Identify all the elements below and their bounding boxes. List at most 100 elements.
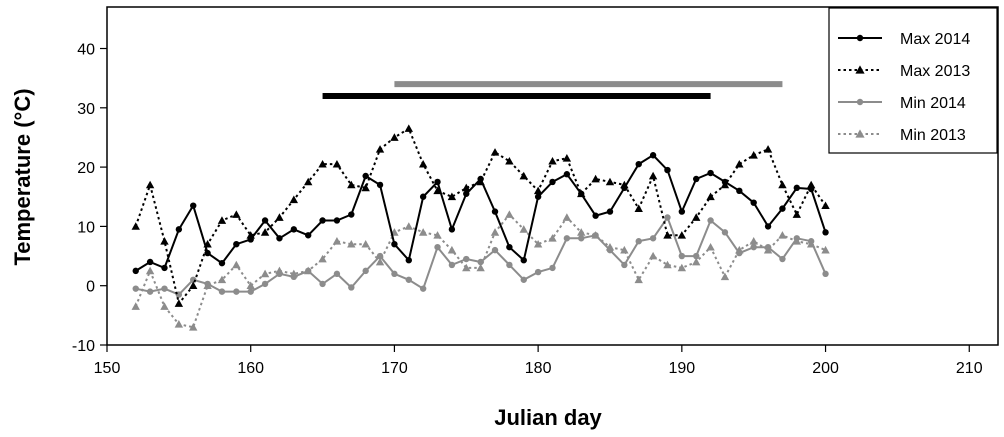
- data-point: [434, 178, 441, 186]
- data-point: [290, 226, 298, 233]
- data-point: [160, 237, 169, 245]
- data-point: [792, 210, 802, 218]
- data-point: [348, 211, 355, 218]
- x-tick-label: 190: [668, 360, 695, 377]
- data-point: [146, 258, 154, 266]
- data-point: [131, 302, 140, 310]
- data-point: [548, 234, 557, 242]
- data-point: [190, 202, 197, 209]
- data-point: [160, 302, 169, 310]
- data-point: [405, 276, 412, 283]
- legend-label: Min 2014: [900, 95, 966, 112]
- data-point: [578, 190, 585, 197]
- data-point: [533, 239, 543, 248]
- data-point: [376, 252, 384, 260]
- data-point: [463, 255, 470, 263]
- data-point: [463, 190, 470, 197]
- data-point: [261, 280, 269, 288]
- data-point: [490, 148, 500, 156]
- data-point: [204, 249, 211, 257]
- data-point: [333, 270, 341, 278]
- data-point: [606, 246, 614, 254]
- x-tick-label: 170: [381, 360, 408, 377]
- data-point: [391, 240, 398, 248]
- data-point: [261, 217, 269, 224]
- y-tick-label: 10: [77, 219, 95, 236]
- data-point: [822, 229, 829, 236]
- data-point: [562, 213, 572, 221]
- data-point: [534, 268, 542, 276]
- data-point: [549, 264, 556, 272]
- data-point: [707, 169, 714, 177]
- data-point: [304, 267, 312, 275]
- data-point: [318, 254, 327, 263]
- data-point: [218, 259, 226, 267]
- data-point: [390, 133, 399, 141]
- data-point: [217, 216, 227, 224]
- data-point: [491, 208, 499, 215]
- data-point: [319, 217, 326, 224]
- data-point: [649, 235, 657, 242]
- data-point: [505, 210, 514, 218]
- data-point: [233, 288, 240, 295]
- data-point: [533, 186, 543, 195]
- data-point: [763, 145, 773, 153]
- data-point: [592, 212, 599, 219]
- data-point: [204, 280, 211, 288]
- data-point: [563, 235, 571, 242]
- data-point: [563, 171, 571, 178]
- data-point: [793, 235, 801, 242]
- data-point: [506, 261, 513, 269]
- y-tick-label: -10: [72, 338, 95, 355]
- data-point: [376, 181, 384, 189]
- data-point: [276, 235, 283, 242]
- data-point: [404, 124, 413, 132]
- data-point: [663, 231, 672, 239]
- series-line: [135, 153, 827, 272]
- data-point: [721, 229, 729, 236]
- x-tick-label: 150: [94, 360, 121, 377]
- data-point: [720, 272, 730, 281]
- series-max-2014: [132, 152, 829, 275]
- data-point: [347, 239, 356, 248]
- data-point: [246, 281, 255, 290]
- data-point: [706, 192, 715, 201]
- data-point: [692, 213, 701, 221]
- data-point: [736, 249, 743, 257]
- data-point: [519, 225, 528, 233]
- x-axis-title: Julian day: [494, 405, 602, 430]
- data-point: [779, 205, 786, 212]
- legend-box: [828, 7, 998, 154]
- data-point: [693, 252, 700, 260]
- y-axis-title: Temperature (°C): [10, 88, 35, 265]
- data-point: [189, 323, 198, 331]
- data-point: [447, 245, 457, 254]
- data-point: [477, 258, 484, 266]
- data-point: [663, 260, 672, 269]
- series-min-2014: [132, 214, 829, 298]
- data-point: [750, 243, 757, 251]
- data-point: [648, 171, 658, 180]
- data-point: [821, 245, 830, 254]
- y-tick-label: 0: [86, 279, 95, 296]
- data-point: [592, 232, 599, 239]
- data-point: [721, 178, 729, 186]
- data-point: [375, 145, 385, 153]
- data-point: [289, 195, 299, 204]
- data-point: [391, 270, 398, 278]
- data-point: [621, 184, 628, 192]
- data-point: [419, 285, 427, 292]
- x-tick-label: 180: [525, 360, 552, 377]
- data-point: [174, 299, 184, 307]
- data-point: [276, 270, 283, 278]
- series-min-2013: [131, 210, 830, 331]
- data-point: [706, 242, 715, 251]
- data-point: [332, 159, 342, 168]
- data-point: [736, 187, 743, 195]
- data-point: [490, 228, 500, 236]
- data-point: [361, 239, 370, 248]
- data-point: [778, 180, 787, 189]
- data-point: [218, 288, 226, 295]
- data-point: [519, 171, 528, 180]
- data-point: [132, 267, 139, 275]
